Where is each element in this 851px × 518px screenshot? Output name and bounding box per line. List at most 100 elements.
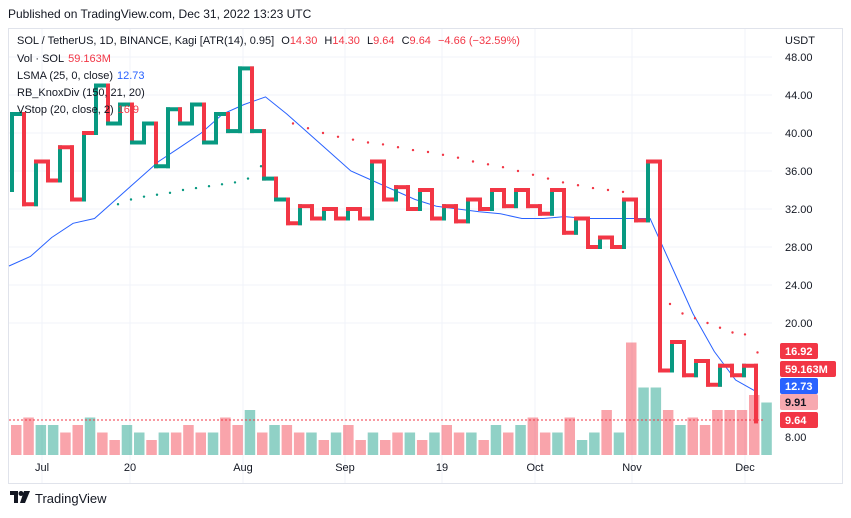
legend-vstop[interactable]: VStop (20, close, 2) 16.9: [17, 103, 139, 117]
time-tick-label: Nov: [622, 462, 642, 474]
legend-rb-knoxdiv[interactable]: RB_KnoxDiv (150, 21, 20): [17, 86, 145, 100]
volume-bar: [232, 425, 243, 455]
vstop-dot: [366, 141, 370, 144]
volume-bar: [257, 432, 268, 455]
vstop-dot: [546, 177, 550, 180]
volume-bar: [687, 417, 698, 455]
tradingview-logo-icon: [10, 491, 30, 506]
volume-bar: [761, 402, 772, 455]
vstop-dot: [155, 193, 159, 196]
vstop-dot: [531, 173, 535, 176]
legend-lsma[interactable]: LSMA (25, 0, close) 12.73: [17, 69, 145, 83]
volume-bar: [60, 432, 71, 455]
volume-bar: [146, 440, 157, 455]
vstop-dot: [486, 163, 490, 166]
price-tag-volume: 59.163M: [785, 364, 828, 376]
volume-bars: [11, 342, 772, 455]
volume-bar: [613, 432, 625, 455]
price-tag-bg: [780, 378, 818, 394]
volume-bar: [195, 432, 206, 455]
vstop-dot: [306, 127, 310, 130]
price-tick-label: 32.00: [785, 204, 813, 216]
legend-main[interactable]: SOL / TetherUS, 1D, BINANCE, Kagi [ATR(1…: [17, 34, 520, 48]
price-tick-label: 36.00: [785, 166, 813, 178]
lsma-indicator-value: 12.73: [117, 70, 145, 82]
vstop-dot: [576, 184, 580, 187]
volume-bar: [749, 395, 760, 455]
volume-bar: [503, 432, 514, 455]
vstop-indicator-name[interactable]: VStop (20, close, 2): [17, 104, 114, 116]
volume-bar: [478, 440, 489, 455]
volume-bar: [47, 425, 59, 455]
volume-bar: [330, 432, 342, 455]
lsma-line: [8, 96, 758, 393]
price-tag-lsma: 12.73: [785, 381, 813, 393]
footer-branding[interactable]: TradingView: [10, 491, 107, 506]
price-tag-vstop: 16.92: [785, 346, 813, 358]
vstop-dot: [291, 122, 295, 125]
volume-bar: [293, 432, 305, 455]
vstop-dot: [396, 146, 400, 149]
footer-brand-text: TradingView: [35, 491, 107, 506]
vstop-dot: [516, 169, 520, 173]
price-tag-price_prev: 9.91: [785, 397, 806, 409]
vstop-dot: [336, 135, 340, 138]
rb-knoxdiv-indicator-name[interactable]: RB_KnoxDiv (150, 21, 20): [17, 87, 145, 99]
volume-bar: [576, 440, 588, 455]
vstop-dot: [743, 333, 747, 336]
volume-bar: [724, 410, 735, 455]
kagi-line: [10, 66, 758, 424]
price-tick-label: 8.00: [785, 432, 806, 444]
time-tick-label: Dec: [735, 462, 755, 474]
vstop-dot: [756, 351, 759, 354]
volume-bar: [466, 432, 477, 455]
volume-bar: [72, 425, 83, 455]
volume-bar: [109, 440, 120, 455]
volume-bar: [712, 410, 723, 455]
volume-bar: [269, 425, 280, 455]
vstop-dot: [168, 191, 172, 195]
volume-bar: [355, 440, 366, 455]
time-tick-label: 20: [124, 462, 136, 474]
volume-bar: [736, 410, 748, 455]
vstop-dot: [706, 321, 709, 325]
volume-bar: [453, 432, 465, 455]
currency-label: USDT: [785, 35, 815, 47]
vstop-dot: [441, 153, 445, 157]
time-axis: Jul 20 Aug Sep 19 Oct Nov Dec: [35, 462, 755, 474]
vstop-dot: [129, 198, 133, 201]
vstop-dot: [591, 186, 595, 190]
volume-indicator-name[interactable]: Vol · SOL: [17, 53, 65, 65]
symbol-title[interactable]: SOL / TetherUS, 1D, BINANCE, Kagi [ATR(1…: [17, 35, 275, 47]
volume-bar: [11, 425, 22, 455]
publish-line: Published on TradingView.com, Dec 31, 20…: [8, 7, 312, 21]
vstop-dot: [471, 160, 475, 163]
vstop-dot: [456, 156, 460, 159]
price-tick-label: 44.00: [785, 90, 813, 102]
volume-bar: [244, 410, 256, 455]
vstop-dot: [116, 203, 120, 206]
vstop-dot: [142, 195, 146, 198]
vstop-dot: [181, 188, 185, 192]
volume-bar: [552, 432, 563, 455]
vstop-dot: [718, 326, 722, 329]
vstop-dot: [501, 166, 505, 169]
volume-bar: [343, 425, 354, 455]
legend-volume[interactable]: Vol · SOL 59.163M: [17, 52, 111, 66]
vstop-dot: [681, 312, 684, 315]
vstop-dot: [321, 131, 325, 135]
time-tick-label: Jul: [35, 462, 49, 474]
price-tag-bg: [780, 343, 818, 359]
grid-lines: [9, 29, 772, 483]
lsma-indicator-name[interactable]: LSMA (25, 0, close): [17, 70, 113, 82]
volume-bar: [97, 432, 108, 455]
vstop-dots: [116, 122, 759, 354]
price-tag-bg: [780, 394, 818, 410]
volume-bar: [318, 440, 329, 455]
price-tag-price_last: 9.64: [785, 415, 807, 427]
ohlc-open: O14.30: [281, 35, 318, 47]
price-tick-label: 48.00: [785, 52, 813, 64]
volume-bar: [134, 432, 145, 455]
chart-frame[interactable]: [8, 28, 843, 484]
